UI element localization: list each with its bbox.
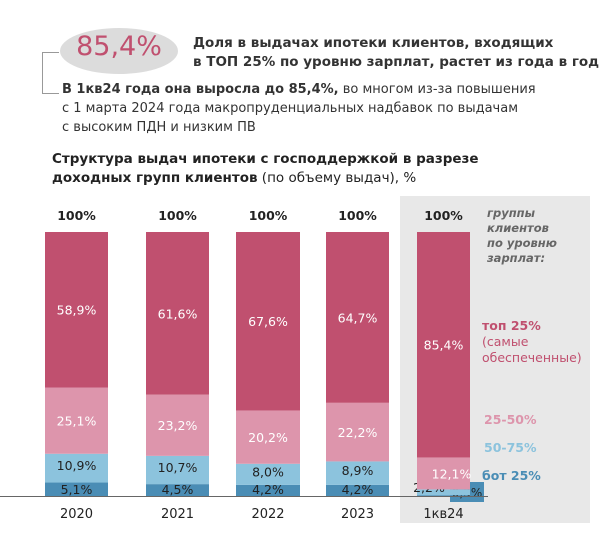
legend-title: зарплат: [487, 251, 546, 265]
bar-segment [236, 410, 300, 464]
bar-segment [417, 489, 470, 496]
bar-segment [326, 402, 389, 462]
bar-segment [417, 495, 470, 496]
legend-title: группы [487, 206, 536, 220]
legend-top25-note: (самые [482, 334, 529, 349]
headline: Доля в выдачах ипотеки клиентов, входящи… [193, 34, 599, 72]
x-tick-label: 2020 [60, 507, 93, 522]
description-rest: во многом из-за повышения [338, 82, 536, 97]
description: В 1кв24 года она выросла до 85,4%, во мн… [62, 80, 582, 137]
bar-segment [45, 453, 108, 483]
chart-title-line-1: Структура выдач ипотеки с господдержкой … [52, 151, 479, 167]
bar-segment [45, 387, 108, 454]
x-tick-label: 1кв24 [423, 507, 463, 522]
bar-segment [146, 484, 209, 496]
description-line-2: с 1 марта 2024 года макропруденциальных … [62, 101, 519, 116]
bar-segment [146, 232, 209, 395]
bar-segment [236, 484, 300, 496]
chart-title-line-2: доходных групп клиентов [52, 170, 258, 186]
headline-line-2: в ТОП 25% по уровню зарплат, растет из г… [193, 54, 600, 70]
x-tick-label: 2021 [161, 507, 194, 522]
data-label: 20,2% [248, 430, 288, 445]
data-label: 23,2% [158, 418, 198, 433]
chart-title-rest: (по объему выдач), % [257, 170, 417, 186]
legend-50-75: 50-75% [484, 440, 537, 455]
legend-25-50: 25-50% [484, 412, 537, 427]
chart-title: Структура выдач ипотеки с господдержкой … [52, 150, 479, 188]
bar-segment [45, 482, 108, 496]
data-label: 58,9% [57, 303, 97, 318]
total-label: 100% [338, 208, 377, 223]
bar-segment [326, 484, 389, 496]
bar-segment [326, 232, 389, 403]
total-label: 100% [249, 208, 288, 223]
total-label: 100% [158, 208, 197, 223]
legend-top25: топ 25% [482, 318, 541, 333]
data-label: 4,5% [162, 482, 194, 497]
x-tick-label: 2023 [341, 507, 374, 522]
data-label: 61,6% [158, 306, 198, 321]
highlight-ellipse [60, 28, 178, 74]
data-label: 10,9% [57, 458, 97, 473]
bar-segment [236, 232, 300, 411]
headline-line-1: Доля в выдачах ипотеки клиентов, входящи… [193, 35, 554, 51]
data-label: 22,2% [338, 425, 378, 440]
data-label: 4,2% [342, 482, 374, 497]
highlight-value: 85,4% [76, 31, 162, 62]
data-label: 12,1% [432, 466, 472, 481]
total-label: 100% [424, 208, 463, 223]
legend-title: клиентов [487, 221, 549, 235]
description-bold: В 1кв24 года она выросла до 85,4%, [62, 82, 339, 97]
data-label: 4,2% [252, 482, 284, 497]
legend-title: по уровню [487, 236, 557, 250]
description-line-3: с высоким ПДН и низким ПВ [62, 120, 256, 135]
data-label: 67,6% [248, 314, 288, 329]
bar-segment [417, 457, 470, 490]
data-label: 8,0% [252, 464, 284, 479]
data-label: 64,7% [338, 310, 378, 325]
bar-segment [326, 461, 389, 485]
legend-top25-note: обеспеченные) [482, 350, 582, 365]
bar-segment [417, 232, 470, 458]
data-label: 8,9% [342, 463, 374, 478]
connector-bracket [42, 52, 59, 94]
data-label: 85,4% [424, 338, 464, 353]
legend-bottom25: бот 25% [482, 468, 541, 483]
data-label: 25,1% [57, 414, 97, 429]
bar-segment [236, 463, 300, 485]
bar-segment [45, 232, 108, 388]
bar-segment [146, 394, 209, 456]
x-tick-label: 2022 [251, 507, 284, 522]
data-label: 10,7% [158, 460, 198, 475]
data-label: 5,1% [61, 482, 93, 497]
bar-segment [146, 455, 209, 485]
total-label: 100% [57, 208, 96, 223]
